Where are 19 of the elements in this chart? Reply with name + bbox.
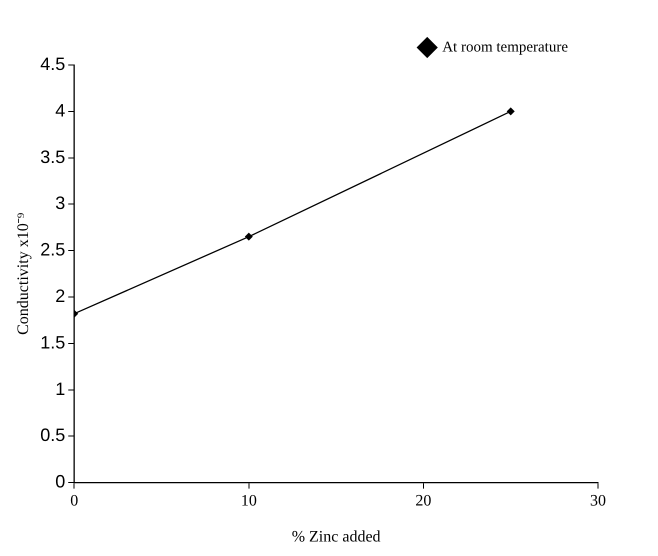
y-tick-label: 3 xyxy=(55,193,66,214)
x-tick-label: 0 xyxy=(70,492,78,510)
y-tick-label: 0 xyxy=(55,472,66,492)
y-tick-label: 1 xyxy=(55,378,66,399)
y-tick-label: 1.5 xyxy=(40,332,66,352)
y-tick-label: 4 xyxy=(55,100,66,120)
legend-label: At room temperature xyxy=(442,39,568,56)
x-tick-label: 30 xyxy=(590,492,606,510)
x-tick-label: 10 xyxy=(240,492,257,510)
point xyxy=(506,107,515,116)
y-axis-title: Conductivity x10⁻⁹ xyxy=(14,212,32,335)
x-axis-title: % Zinc added xyxy=(292,528,381,546)
y-tick-label: 3.5 xyxy=(40,146,66,167)
y-tick-label: 2 xyxy=(55,286,66,306)
point xyxy=(244,232,253,241)
y-tick-label: 2.5 xyxy=(40,240,66,260)
y-tick-label: 0.5 xyxy=(40,425,66,446)
x-tick-label: 20 xyxy=(415,492,432,510)
y-tick-label: 4.5 xyxy=(40,54,66,74)
